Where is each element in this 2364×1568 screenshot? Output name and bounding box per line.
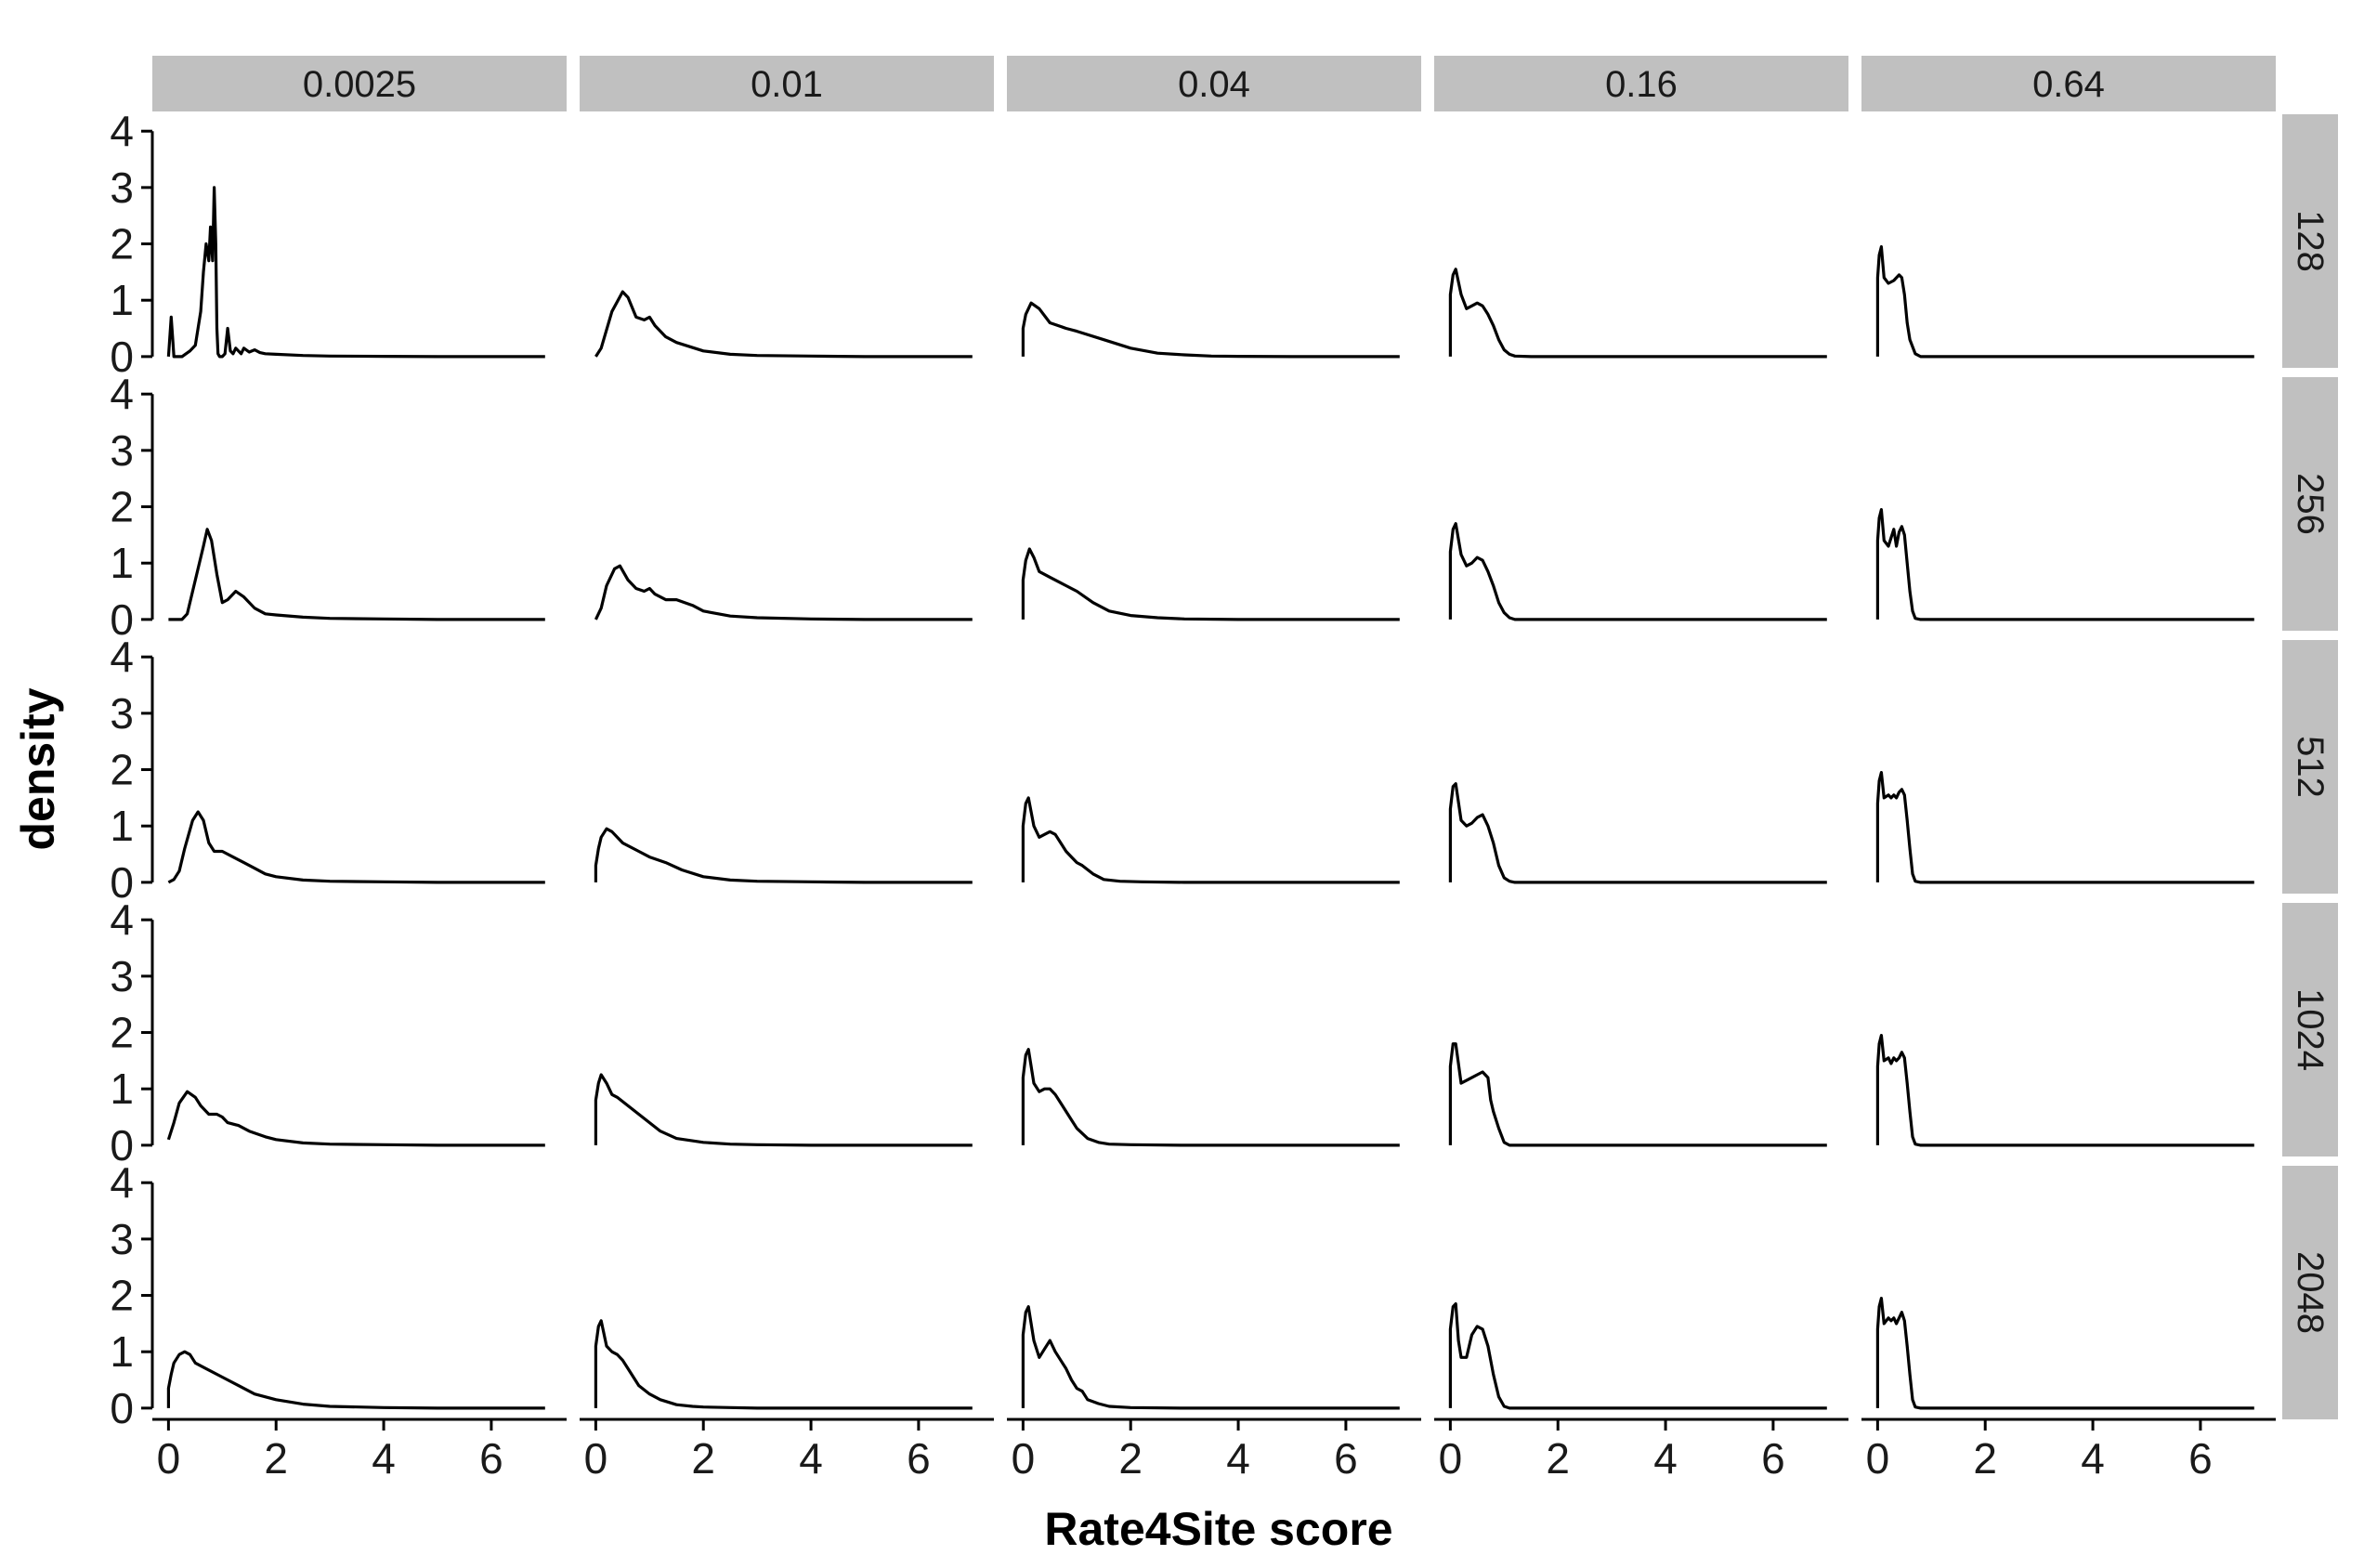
column-strip [1861,56,2276,111]
y-tick-label: 2 [110,220,134,268]
y-tick-label: 1 [110,1327,134,1376]
x-tick-label: 4 [2081,1434,2105,1483]
x-tick-label: 6 [907,1434,931,1483]
column-strip [1434,56,1848,111]
density-curve [1448,522,1827,621]
y-tick-label: 3 [110,1215,134,1263]
x-tick-label: 2 [1973,1434,1997,1483]
density-curve [594,290,973,359]
y-tick-label: 3 [110,163,134,212]
x-tick-label: 0 [1439,1434,1463,1483]
density-curve [167,810,545,884]
x-tick-label: 0 [1012,1434,1036,1483]
row-strip [2282,640,2338,894]
density-curve [1021,301,1400,359]
y-tick-label: 2 [110,746,134,794]
row-strip [2282,1166,2338,1419]
y-tick-label: 3 [110,426,134,475]
x-tick-label: 4 [1226,1434,1250,1483]
y-tick-label: 4 [110,895,134,944]
row-strip [2282,377,2338,631]
y-tick-label: 4 [110,633,134,681]
density-curve [594,1073,973,1147]
y-tick-label: 4 [110,1158,134,1207]
density-curve [1021,1048,1400,1147]
x-tick-label: 2 [264,1434,288,1483]
y-tick-label: 0 [110,595,134,644]
x-tick-label: 6 [479,1434,503,1483]
density-curve [1875,1297,2254,1410]
row-strip-label: 1024 [2290,988,2331,1071]
x-tick-label: 6 [1761,1434,1785,1483]
x-tick-label: 6 [2188,1434,2213,1483]
y-tick-label: 2 [110,1009,134,1057]
y-tick-label: 3 [110,689,134,738]
column-strip-label: 0.64 [2032,64,2105,105]
density-curve [1875,245,2254,359]
column-strip [152,56,567,111]
row-strip-label: 512 [2290,736,2331,798]
row-strip-label: 256 [2290,473,2331,535]
column-strip-label: 0.04 [1178,64,1250,105]
density-curve [166,186,545,359]
column-strip-label: 0.16 [1605,64,1678,105]
y-tick-label: 1 [110,802,134,850]
density-curve [1021,796,1400,884]
density-curve [1021,1305,1400,1410]
density-curve [1021,547,1400,621]
density-curve [166,1090,545,1147]
density-curve [594,564,973,621]
column-strip-label: 0.0025 [303,64,416,105]
y-tick-label: 0 [110,858,134,907]
y-tick-label: 3 [110,952,134,1000]
y-tick-label: 1 [110,276,134,324]
y-tick-label: 0 [110,333,134,381]
density-curve [1875,771,2254,884]
y-tick-label: 4 [110,107,134,155]
y-axis-title: density [12,687,64,850]
y-tick-label: 2 [110,483,134,531]
y-tick-label: 1 [110,539,134,587]
column-strip [580,56,994,111]
density-curve [1448,268,1827,359]
density-curve [1448,1042,1827,1147]
density-curve [594,827,973,884]
y-tick-label: 0 [110,1121,134,1169]
x-tick-label: 4 [372,1434,396,1483]
y-tick-label: 0 [110,1384,134,1432]
density-curve [1448,782,1827,884]
column-strip-label: 0.01 [751,64,823,105]
density-curve [1875,1034,2254,1147]
x-tick-label: 0 [1866,1434,1890,1483]
x-tick-label: 0 [157,1434,181,1483]
density-curve [594,1319,973,1410]
x-tick-label: 2 [1118,1434,1143,1483]
y-tick-label: 4 [110,370,134,418]
x-tick-label: 2 [1546,1434,1570,1483]
y-tick-label: 2 [110,1272,134,1320]
x-tick-label: 0 [584,1434,608,1483]
x-tick-label: 4 [799,1434,823,1483]
density-curve [1875,508,2254,621]
row-strip-label: 128 [2290,210,2331,272]
column-strip [1007,56,1421,111]
density-curve [1448,1302,1827,1410]
density-curve [166,1350,545,1410]
row-strip [2282,903,2338,1156]
x-axis-title: Rate4Site score [1044,1503,1392,1555]
x-tick-label: 6 [1334,1434,1358,1483]
density-curve [168,528,545,621]
x-tick-label: 2 [691,1434,715,1483]
x-tick-label: 4 [1653,1434,1678,1483]
y-tick-label: 1 [110,1065,134,1113]
row-strip [2282,114,2338,368]
row-strip-label: 2048 [2290,1251,2331,1334]
